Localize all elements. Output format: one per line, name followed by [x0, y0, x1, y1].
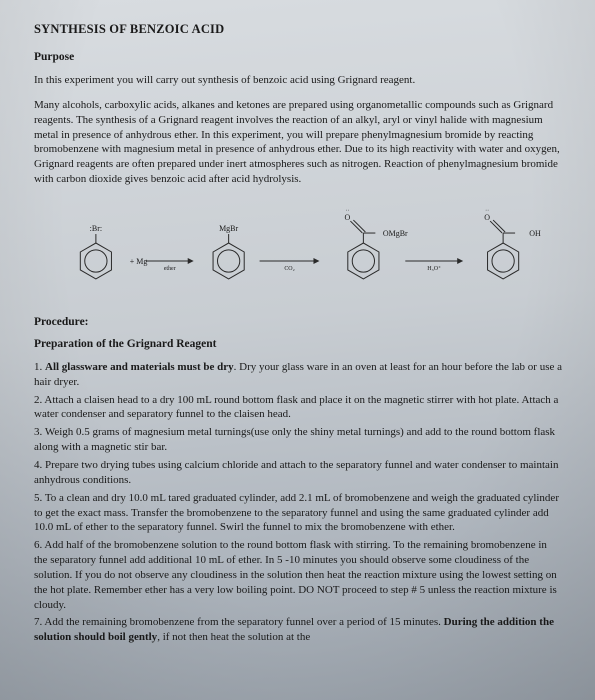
procedure-step: 7. Add the remaining bromobenzene from t…	[34, 615, 563, 645]
reaction-scheme-diagram: :Br:MgBrO··OMgBrO··OH+ MgetherCO₂H₃O⁺	[34, 203, 563, 295]
procedure-step: 5. To a clean and dry 10.0 mL tared grad…	[34, 491, 563, 536]
svg-text:OH: OH	[529, 229, 541, 238]
svg-text:ether: ether	[164, 266, 176, 272]
doc-title: SYNTHESIS OF BENZOIC ACID	[34, 22, 563, 37]
svg-text:+ Mg: + Mg	[130, 257, 148, 266]
svg-text:MgBr: MgBr	[219, 224, 238, 233]
prep-heading: Preparation of the Grignard Reagent	[34, 338, 563, 350]
purpose-line: In this experiment you will carry out sy…	[34, 73, 563, 88]
purpose-heading: Purpose	[34, 51, 563, 63]
svg-text:H₃O⁺: H₃O⁺	[427, 265, 441, 272]
procedure-step: 3. Weigh 0.5 grams of magnesium metal tu…	[34, 425, 563, 455]
svg-text:OMgBr: OMgBr	[383, 229, 408, 238]
svg-text:··: ··	[345, 208, 349, 214]
procedure-step: 2. Attach a claisen head to a dry 100 mL…	[34, 393, 563, 423]
svg-text:O: O	[345, 213, 351, 222]
procedure-step: 1. All glassware and materials must be d…	[34, 360, 563, 390]
svg-text:O: O	[484, 213, 490, 222]
svg-text:··: ··	[485, 208, 489, 214]
procedure-steps: 1. All glassware and materials must be d…	[34, 360, 563, 645]
procedure-heading: Procedure:	[34, 316, 563, 328]
procedure-step: 4. Prepare two drying tubes using calciu…	[34, 458, 563, 488]
svg-text:CO₂: CO₂	[284, 266, 294, 272]
svg-text::Br:: :Br:	[90, 224, 102, 233]
background-paragraph: Many alcohols, carboxylic acids, alkanes…	[34, 98, 563, 187]
document-page: SYNTHESIS OF BENZOIC ACID Purpose In thi…	[0, 0, 595, 658]
procedure-step: 6. Add half of the bromobenzene solution…	[34, 538, 563, 612]
